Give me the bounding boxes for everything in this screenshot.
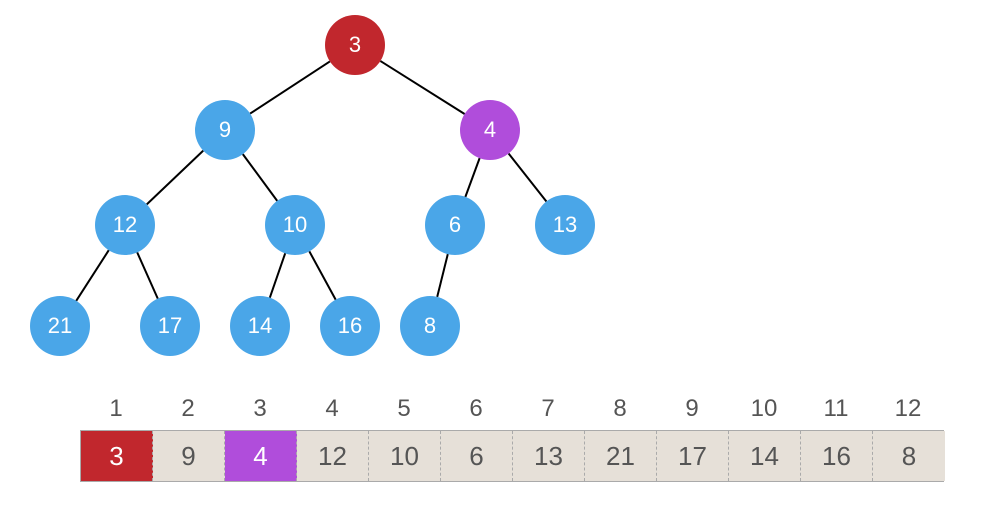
array-cell: 13	[513, 431, 585, 481]
tree-edge	[380, 61, 464, 114]
tree-edge	[76, 250, 109, 301]
tree-node: 16	[320, 296, 380, 356]
array-index-row: 123456789101112	[80, 395, 944, 423]
array-index: 6	[440, 395, 512, 423]
array-cell: 3	[81, 431, 153, 481]
array-cell: 17	[657, 431, 729, 481]
array-cell: 8	[873, 431, 945, 481]
tree-edge	[465, 158, 479, 197]
array-cell: 21	[585, 431, 657, 481]
array-cell: 9	[153, 431, 225, 481]
array-cell: 10	[369, 431, 441, 481]
array-index: 1	[80, 395, 152, 423]
array-index: 8	[584, 395, 656, 423]
tree-node: 14	[230, 296, 290, 356]
tree-edge	[437, 254, 448, 297]
tree-edge	[270, 253, 285, 297]
array-index: 2	[152, 395, 224, 423]
tree-node: 3	[325, 15, 385, 75]
array-index: 7	[512, 395, 584, 423]
tree-node: 21	[30, 296, 90, 356]
array-index: 10	[728, 395, 800, 423]
array-index: 12	[872, 395, 944, 423]
array-cell: 6	[441, 431, 513, 481]
heap-array: 123456789101112 3941210613211714168	[80, 395, 944, 482]
array-index: 3	[224, 395, 296, 423]
tree-node: 4	[460, 100, 520, 160]
tree-edge	[147, 151, 204, 205]
tree-node: 10	[265, 195, 325, 255]
tree-edge	[243, 154, 277, 201]
tree-node: 9	[195, 100, 255, 160]
tree-node: 6	[425, 195, 485, 255]
array-index: 4	[296, 395, 368, 423]
array-cell: 14	[729, 431, 801, 481]
array-index: 9	[656, 395, 728, 423]
tree-node: 12	[95, 195, 155, 255]
tree-node: 17	[140, 296, 200, 356]
array-index: 11	[800, 395, 872, 423]
array-cell: 16	[801, 431, 873, 481]
array-index: 5	[368, 395, 440, 423]
tree-edge	[137, 252, 158, 298]
tree-edge	[509, 154, 547, 202]
tree-node: 13	[535, 195, 595, 255]
tree-edge	[250, 61, 330, 113]
tree-edge	[309, 251, 335, 299]
tree-node: 8	[400, 296, 460, 356]
array-cell: 4	[225, 431, 297, 481]
array-cell-row: 3941210613211714168	[80, 430, 944, 482]
array-cell: 12	[297, 431, 369, 481]
